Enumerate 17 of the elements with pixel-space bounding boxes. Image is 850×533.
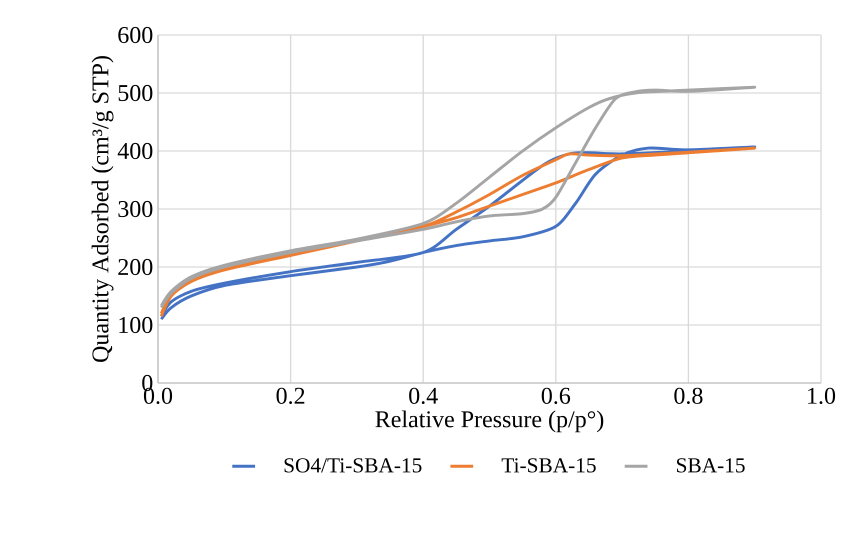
- legend-label: Ti-SBA-15: [502, 458, 596, 473]
- x-tick-label: 0.4: [409, 388, 438, 404]
- line-series: [160, 86, 756, 310]
- y-tick-label: 100: [119, 316, 152, 334]
- y-axis-title: Quantity Adsorbed (cm³/g STP): [92, 56, 114, 362]
- x-tick-label: 0.6: [542, 388, 570, 404]
- x-axis-title: Relative Pressure (p/p°): [375, 410, 604, 432]
- x-tick-label: 0.8: [674, 388, 702, 404]
- y-tick-label: 300: [118, 200, 152, 218]
- x-tick-label: 1.0: [808, 388, 836, 404]
- legend-label: SO4/Ti-SBA-15: [284, 458, 422, 473]
- legend-label: SBA-15: [677, 458, 745, 473]
- y-tick-label: 600: [118, 26, 152, 44]
- y-tick-label: 200: [118, 258, 152, 276]
- x-tick-label: 0.2: [276, 388, 304, 404]
- y-tick-label: 500: [118, 84, 152, 102]
- y-tick-label: 400: [118, 142, 152, 160]
